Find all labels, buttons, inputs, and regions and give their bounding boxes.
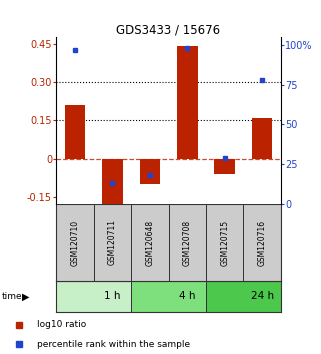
Bar xyxy=(56,281,131,312)
Text: GSM120710: GSM120710 xyxy=(70,219,79,266)
Bar xyxy=(140,159,160,184)
Bar xyxy=(102,159,123,205)
Text: GSM120648: GSM120648 xyxy=(145,219,154,266)
Title: GDS3433 / 15676: GDS3433 / 15676 xyxy=(117,23,221,36)
Bar xyxy=(131,204,169,281)
Text: 1 h: 1 h xyxy=(104,291,121,302)
Text: 24 h: 24 h xyxy=(251,291,274,302)
Text: log10 ratio: log10 ratio xyxy=(37,320,86,330)
Bar xyxy=(65,105,85,159)
Text: 4 h: 4 h xyxy=(179,291,195,302)
Text: percentile rank within the sample: percentile rank within the sample xyxy=(37,339,190,349)
Bar xyxy=(243,204,281,281)
Text: ▶: ▶ xyxy=(22,291,29,302)
Text: time: time xyxy=(2,292,22,301)
Bar xyxy=(56,204,94,281)
Text: GSM120715: GSM120715 xyxy=(220,219,229,266)
Bar xyxy=(131,281,206,312)
Bar xyxy=(177,46,197,159)
Bar xyxy=(169,204,206,281)
Bar xyxy=(206,281,281,312)
Bar xyxy=(94,204,131,281)
Bar xyxy=(206,204,243,281)
Bar xyxy=(214,159,235,174)
Text: GSM120711: GSM120711 xyxy=(108,219,117,266)
Bar xyxy=(252,118,273,159)
Text: GSM120708: GSM120708 xyxy=(183,219,192,266)
Text: GSM120716: GSM120716 xyxy=(258,219,267,266)
